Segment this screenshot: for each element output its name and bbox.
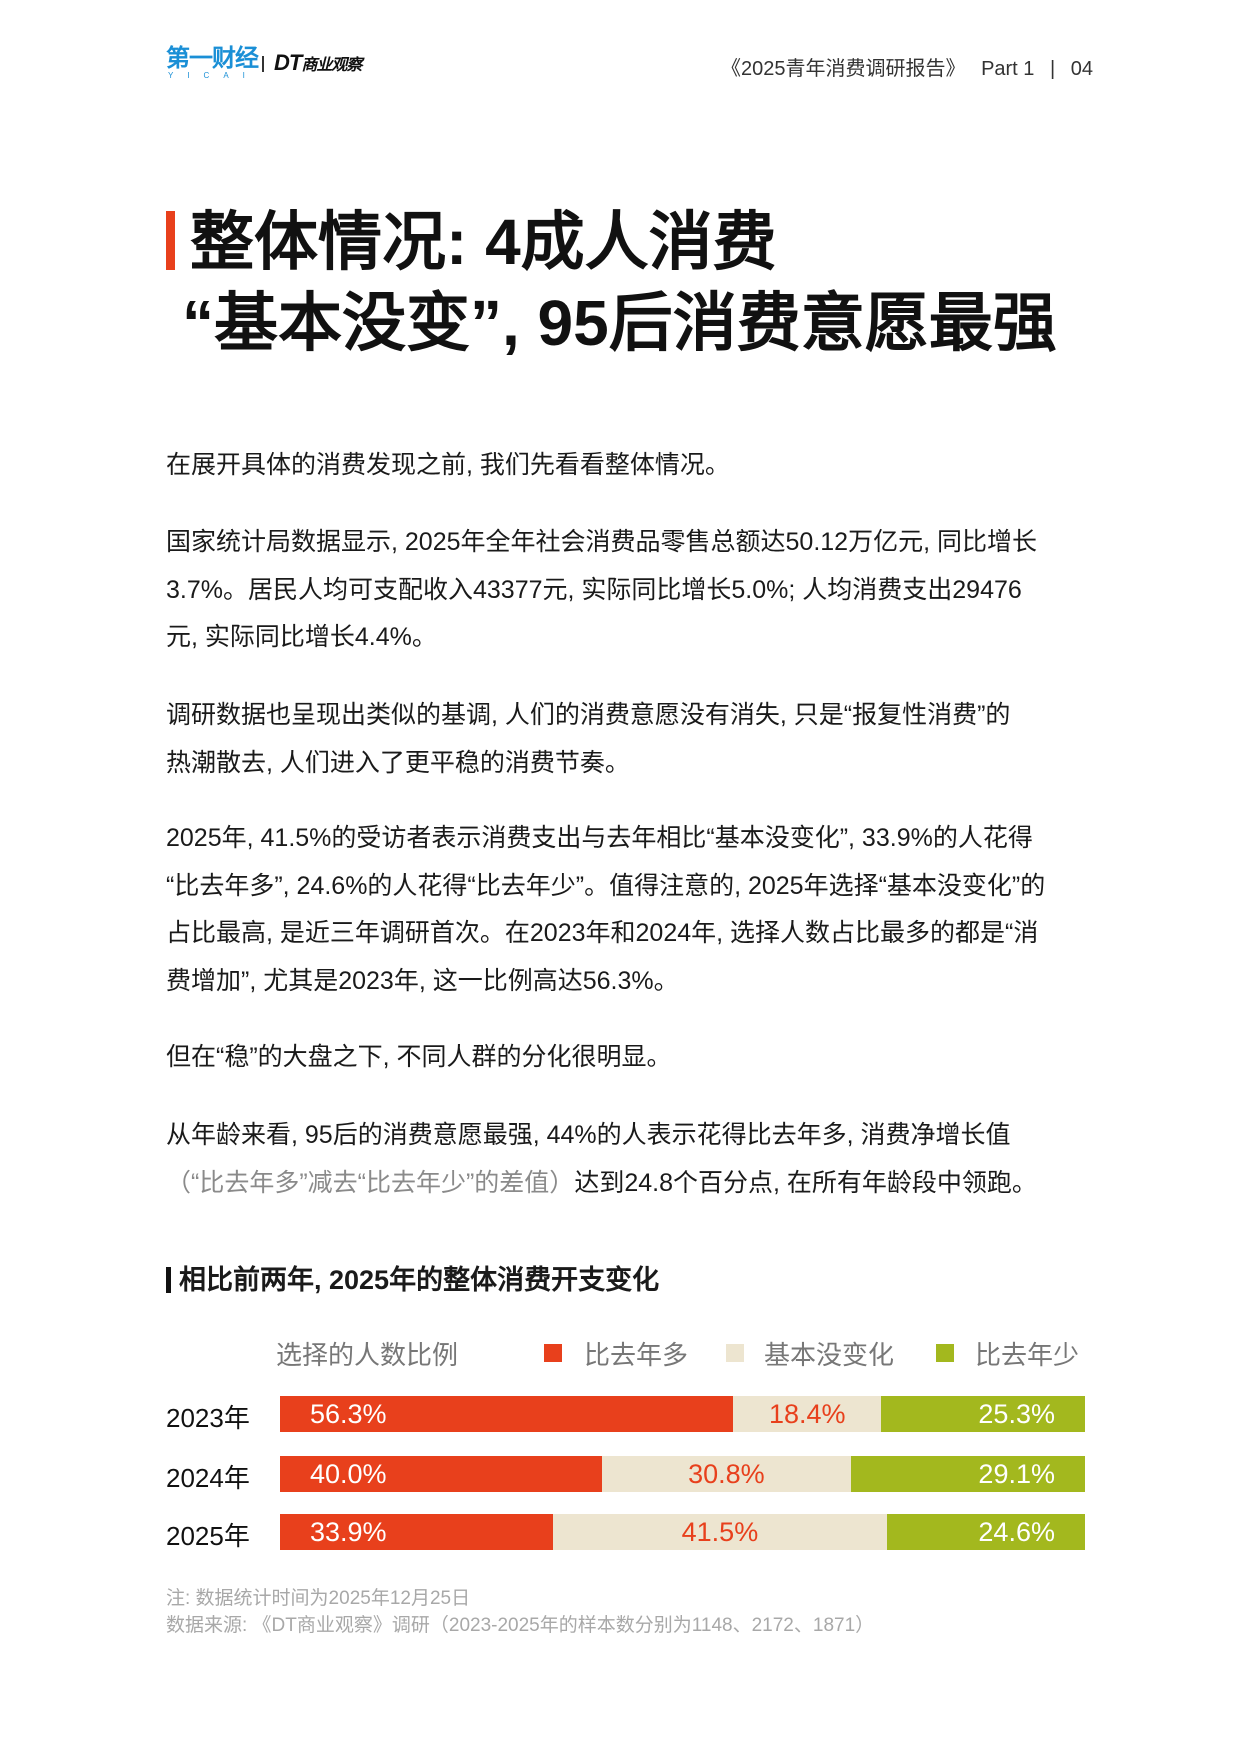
- bar-segment-same: 41.5%: [552, 1514, 887, 1550]
- title-line-1: 整体情况: 4成人消费: [190, 206, 777, 278]
- data-label: 25.3%: [978, 1398, 1055, 1429]
- data-label: 29.1%: [978, 1458, 1055, 1489]
- bar-segment-more: 56.3%: [280, 1396, 734, 1432]
- legend-swatch-less: [936, 1344, 954, 1362]
- page-number: 04: [1070, 58, 1093, 80]
- bar-segment-less: 24.6%: [886, 1514, 1085, 1550]
- chart-title-bar: [166, 1267, 171, 1293]
- logo-divider: [262, 56, 264, 72]
- bar-segment-same: 18.4%: [733, 1396, 882, 1432]
- footnote-source: 数据来源: 《DT商业观察》调研（2023-2025年的样本数分别为1148、2…: [166, 1615, 875, 1636]
- paragraph-line: 元, 实际同比增长4.4%。: [166, 623, 437, 651]
- legend-label-less: 比去年少: [975, 1340, 1080, 1370]
- paragraph-line: 但在“稳”的大盘之下, 不同人群的分化很明显。: [166, 1043, 672, 1071]
- paragraph-tail: 达到24.8个百分点, 在所有年龄段中领跑。: [574, 1168, 1037, 1197]
- year-label: 2023年: [166, 1403, 250, 1433]
- paragraph-6: 从年龄来看, 95后的消费意愿最强, 44%的人表示花得比去年多, 消费净增长值…: [166, 1112, 1037, 1207]
- report-title: 《2025青年消费调研报告》: [721, 58, 966, 80]
- bar-segment-same: 30.8%: [602, 1456, 851, 1492]
- bar-row: 40.0% 30.8% 29.1%: [280, 1456, 1085, 1492]
- data-label: 41.5%: [681, 1516, 759, 1547]
- paragraph-line: “比去年多”, 24.6%的人花得“比去年少”。值得注意的, 2025年选择“基…: [166, 871, 1046, 900]
- paragraph-line: 3.7%。居民人均可支配收入43377元, 实际同比增长5.0%; 人均消费支出…: [166, 575, 1022, 604]
- data-label: 56.3%: [310, 1398, 387, 1429]
- bar-row: 56.3% 18.4% 25.3%: [280, 1396, 1085, 1432]
- data-label: 33.9%: [310, 1516, 387, 1547]
- legend-swatch-more: [544, 1344, 562, 1362]
- bar-segment-less: 29.1%: [850, 1456, 1085, 1492]
- paragraph-gray-note: （“比去年多”减去“比去年少”的差值）: [166, 1168, 575, 1197]
- bar-segment-more: 33.9%: [280, 1514, 553, 1550]
- paragraph-line: 调研数据也呈现出类似的基调, 人们的消费意愿没有消失, 只是“报复性消费”的: [166, 701, 1011, 729]
- bar-segment-less: 25.3%: [881, 1396, 1085, 1432]
- footnote-note: 注: 数据统计时间为2025年12月25日: [166, 1588, 471, 1609]
- data-label: 18.4%: [768, 1398, 846, 1429]
- year-label: 2025年: [166, 1521, 250, 1551]
- dt-logo: DT商业观察: [274, 50, 362, 76]
- chart-axis-label: 选择的人数比例: [276, 1340, 459, 1370]
- data-label: 24.6%: [978, 1516, 1055, 1547]
- paragraph-4: 2025年, 41.5%的受访者表示消费支出与去年相比“基本没变化”, 33.9…: [166, 815, 1045, 1005]
- chart-title: 相比前两年, 2025年的整体消费开支变化: [166, 1258, 659, 1297]
- legend-label-more: 比去年多: [584, 1340, 689, 1370]
- year-label: 2024年: [166, 1463, 250, 1493]
- paragraph-1: 在展开具体的消费发现之前, 我们先看看整体情况。: [166, 442, 730, 490]
- page-title: 整体情况: 4成人消费 “基本没变”, 95后消费意愿最强: [182, 202, 1057, 364]
- paragraph-line: 2025年, 41.5%的受访者表示消费支出与去年相比“基本没变化”, 33.9…: [166, 824, 1033, 852]
- chart-title-text: 相比前两年, 2025年的整体消费开支变化: [179, 1265, 660, 1295]
- paragraph-line: 从年龄来看, 95后的消费意愿最强, 44%的人表示花得比去年多, 消费净增长值: [166, 1121, 1011, 1149]
- part-label: Part 1: [981, 58, 1035, 80]
- data-label: 30.8%: [688, 1458, 765, 1489]
- bar-segment-more: 40.0%: [280, 1456, 603, 1492]
- title-line-2: “基本没变”, 95后消费意愿最强: [182, 287, 1057, 359]
- header-divider: |: [1049, 58, 1056, 80]
- paragraph-line: 国家统计局数据显示, 2025年全年社会消费品零售总额达50.12万亿元, 同比…: [166, 528, 1037, 556]
- paragraph-line: 在展开具体的消费发现之前, 我们先看看整体情况。: [166, 451, 730, 479]
- paragraph-line: （“比去年多”减去“比去年少”的差值）达到24.8个百分点, 在所有年龄段中领跑…: [166, 1160, 1037, 1208]
- bar-row: 33.9% 41.5% 24.6%: [280, 1514, 1085, 1550]
- yicai-logo: 第一财经 YICAI: [166, 46, 259, 80]
- yicai-logo-text: 第一财经: [166, 45, 259, 72]
- dt-logo-text: 商业观察: [301, 57, 362, 74]
- legend-swatch-same: [726, 1344, 744, 1362]
- paragraph-3: 调研数据也呈现出类似的基调, 人们的消费意愿没有消失, 只是“报复性消费”的 热…: [166, 692, 1010, 787]
- title-accent-bar: [166, 211, 175, 270]
- paragraph-line: 占比最高, 是近三年调研首次。在2023年和2024年, 选择人数占比最多的都是…: [166, 919, 1039, 947]
- yicai-logo-sub: YICAI: [168, 71, 259, 80]
- paragraph-2: 国家统计局数据显示, 2025年全年社会消费品零售总额达50.12万亿元, 同比…: [166, 519, 1037, 662]
- dt-logo-mark: DT: [274, 50, 302, 75]
- running-header: 《2025青年消费调研报告》 Part 1 | 04: [711, 52, 1093, 81]
- paragraph-line: 费增加”, 尤其是2023年, 这一比例高达56.3%。: [166, 966, 679, 995]
- paragraph-line: 热潮散去, 人们进入了更平稳的消费节奏。: [166, 748, 630, 777]
- legend-label-same: 基本没变化: [764, 1340, 895, 1370]
- paragraph-5: 但在“稳”的大盘之下, 不同人群的分化很明显。: [166, 1034, 672, 1082]
- data-label: 40.0%: [310, 1458, 387, 1489]
